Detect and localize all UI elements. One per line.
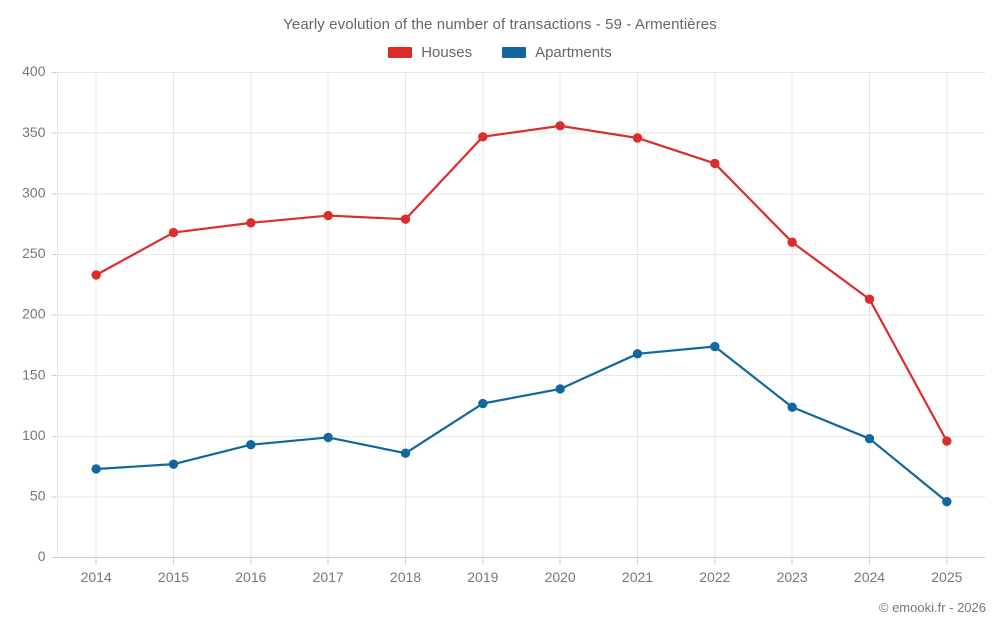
legend-label-houses: Houses [421,44,473,61]
legend-swatch-apartments [502,47,527,58]
x-tick-label: 2025 [931,569,962,585]
x-tick-label: 2022 [699,569,730,585]
data-point-houses[interactable] [864,294,875,304]
y-tick-label: 100 [22,427,46,443]
data-point-apartments[interactable] [400,448,411,458]
data-point-apartments[interactable] [168,459,179,469]
data-point-houses[interactable] [400,214,411,224]
x-tick-label: 2019 [467,569,498,585]
series-line-apartments [95,345,948,503]
y-tick-label: 150 [22,366,46,382]
x-tick-label: 2016 [235,569,266,585]
x-tick-label: 2021 [622,569,653,585]
data-point-apartments[interactable] [246,440,256,450]
x-tick-label: 2014 [81,569,112,585]
data-point-houses[interactable] [323,210,333,221]
data-point-apartments[interactable] [91,464,101,474]
legend-item-houses[interactable]: Houses [388,44,472,61]
x-tick-label: 2018 [390,569,421,585]
data-point-houses[interactable] [478,132,488,142]
data-point-apartments[interactable] [478,398,488,409]
y-tick-label: 400 [22,63,46,79]
data-point-houses[interactable] [555,121,565,131]
data-point-apartments[interactable] [632,349,643,359]
x-tick-label: 2017 [313,569,344,585]
data-point-apartments[interactable] [864,433,875,444]
y-tick-label: 350 [22,124,46,140]
data-point-apartments[interactable] [710,341,720,352]
legend-label-apartments: Apartments [535,44,612,61]
data-point-apartments[interactable] [787,402,797,412]
y-tick-label: 200 [22,306,46,322]
data-point-houses[interactable] [942,436,952,446]
data-point-houses[interactable] [632,133,643,143]
series-line-houses [95,124,948,443]
chart-title: Yearly evolution of the number of transa… [283,16,717,33]
chart-legend: Houses Apartments [0,44,1000,61]
data-point-houses[interactable] [787,237,797,247]
y-tick-label: 300 [22,184,46,200]
legend-item-apartments[interactable]: Apartments [502,44,612,61]
y-tick-label: 250 [22,245,46,261]
data-point-houses[interactable] [168,227,179,238]
x-tick-label: 2020 [545,569,576,585]
data-point-houses[interactable] [91,270,101,280]
legend-swatch-houses [388,47,413,58]
x-tick-label: 2023 [777,569,808,585]
x-tick-label: 2024 [854,569,885,585]
y-tick-label: 0 [38,548,46,564]
data-point-apartments[interactable] [323,432,333,443]
x-tick-label: 2015 [158,569,189,585]
data-point-houses[interactable] [710,158,720,169]
data-point-houses[interactable] [246,218,256,228]
copyright-credit: © emooki.fr - 2026 [878,600,986,615]
data-point-apartments[interactable] [942,497,952,507]
data-point-apartments[interactable] [555,384,565,394]
y-tick-label: 50 [30,488,46,504]
